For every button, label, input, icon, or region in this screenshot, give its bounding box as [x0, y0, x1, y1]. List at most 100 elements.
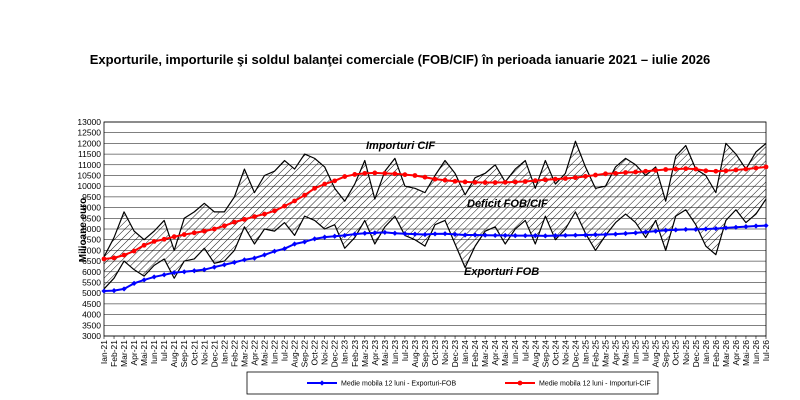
x-tick-label: Mar-25 [601, 340, 611, 367]
point-ma-exporturi [612, 231, 619, 237]
point-ma-importuri [121, 252, 127, 258]
point-ma-importuri [272, 208, 277, 214]
point-ma-exporturi [221, 262, 227, 268]
point-ma-exporturi [151, 274, 157, 280]
point-ma-exporturi [191, 268, 197, 274]
point-ma-exporturi [251, 255, 258, 261]
point-ma-importuri [262, 211, 267, 217]
x-tick-label: Mar-26 [721, 340, 731, 367]
point-ma-exporturi [442, 231, 448, 237]
point-ma-exporturi [733, 224, 739, 230]
point-ma-exporturi [723, 225, 729, 231]
point-ma-exporturi [753, 223, 759, 229]
point-ma-importuri [201, 228, 207, 234]
point-ma-importuri [472, 179, 478, 185]
x-tick-label: Mar-22 [239, 340, 249, 367]
point-ma-importuri [342, 174, 348, 179]
y-tick-label: 10000 [77, 181, 101, 191]
point-ma-exporturi [241, 257, 248, 263]
annotation-deficit: Deficit FOB/CIF [467, 198, 548, 210]
point-ma-importuri [713, 168, 719, 174]
point-ma-exporturi [562, 232, 568, 239]
x-tick-label: Ian-21 [99, 340, 109, 364]
y-tick-label: 6000 [82, 267, 101, 277]
x-tick-label: Mar-24 [480, 340, 490, 367]
point-ma-exporturi [291, 241, 298, 247]
x-tick-label: Iun-25 [631, 340, 641, 364]
point-ma-importuri [402, 172, 408, 178]
point-ma-exporturi [472, 232, 478, 238]
point-ma-importuri [242, 216, 247, 222]
point-ma-importuri [422, 174, 428, 180]
x-tick-label: Iun-26 [751, 340, 761, 364]
point-ma-exporturi [492, 232, 498, 239]
point-ma-importuri [673, 166, 679, 172]
point-ma-exporturi [622, 230, 629, 237]
point-ma-importuri [633, 169, 639, 175]
x-tick-label: Oct-21 [189, 340, 199, 366]
point-ma-importuri [492, 180, 498, 185]
point-ma-importuri [613, 170, 618, 176]
x-tick-label: Apr-26 [731, 340, 741, 366]
y-axis: 3000350040004500500055006000650070007500… [77, 117, 101, 341]
point-ma-exporturi [101, 288, 107, 294]
point-ma-importuri [462, 179, 468, 185]
y-tick-label: 4000 [82, 310, 101, 320]
deficit-band [104, 141, 766, 289]
x-tick-label: Oct-24 [550, 340, 560, 366]
annotation-exporturi: Exporturi FOB [464, 266, 539, 278]
y-tick-label: 5500 [82, 278, 101, 288]
point-ma-importuri [552, 176, 558, 182]
point-ma-exporturi [261, 252, 268, 258]
point-ma-importuri [452, 178, 458, 184]
deficit-area [104, 141, 766, 289]
x-tick-label: Oct-25 [671, 340, 681, 366]
point-ma-exporturi [572, 232, 579, 238]
point-ma-importuri [623, 170, 628, 175]
point-ma-importuri [502, 179, 508, 185]
point-ma-importuri [693, 166, 699, 172]
x-tick-label: Noi-25 [681, 340, 691, 365]
point-ma-importuri [442, 177, 448, 183]
point-ma-exporturi [281, 246, 288, 252]
annotation-importuri: Importuri CIF [366, 140, 435, 152]
legend-entry-label: Medie mobila 12 luni - Importuri-CIF [539, 381, 651, 388]
point-ma-exporturi [432, 231, 438, 237]
point-ma-exporturi [201, 267, 207, 273]
x-tick-label: Feb-22 [229, 340, 239, 367]
x-tick-label: Dec-21 [209, 340, 219, 368]
legend-entry-label: Medie mobila 12 luni - Exporturi-FOB [341, 381, 456, 388]
y-tick-label: 9500 [82, 192, 101, 202]
x-tick-label: Aug-25 [651, 340, 661, 368]
point-ma-exporturi [643, 229, 649, 235]
point-ma-exporturi [211, 264, 217, 270]
x-tick-label: Mar-21 [119, 340, 129, 367]
point-ma-exporturi [161, 272, 167, 278]
y-tick-label: 10500 [77, 171, 101, 181]
x-tick-label: Aug-23 [410, 340, 420, 368]
point-ma-importuri [151, 239, 157, 244]
y-tick-label: 3000 [82, 331, 101, 341]
y-tick-label: 9000 [82, 203, 101, 213]
x-tick-label: Noi-22 [320, 340, 330, 365]
point-ma-importuri [653, 167, 659, 173]
point-ma-importuri [603, 171, 608, 177]
x-tick-label: Apr-23 [370, 340, 380, 366]
point-ma-importuri [111, 255, 117, 261]
legend-box [246, 371, 659, 395]
x-tick-label: Noi-23 [440, 340, 450, 365]
x-tick-label: Iul-25 [641, 340, 651, 362]
legend: Medie mobila 12 luni - Exporturi-FOB Medi… [246, 371, 659, 395]
point-ma-exporturi [592, 232, 599, 238]
point-ma-exporturi [231, 259, 237, 265]
x-tick-label: Dec-22 [330, 340, 340, 368]
point-ma-exporturi [683, 226, 689, 233]
point-ma-importuri [221, 223, 227, 229]
point-ma-exporturi [342, 232, 348, 239]
x-tick-label: Sep-21 [179, 340, 189, 368]
point-ma-exporturi [602, 231, 609, 238]
x-tick-label: Dec-25 [691, 340, 701, 368]
x-tick-label: Ian-25 [580, 340, 590, 364]
point-ma-exporturi [703, 226, 709, 232]
